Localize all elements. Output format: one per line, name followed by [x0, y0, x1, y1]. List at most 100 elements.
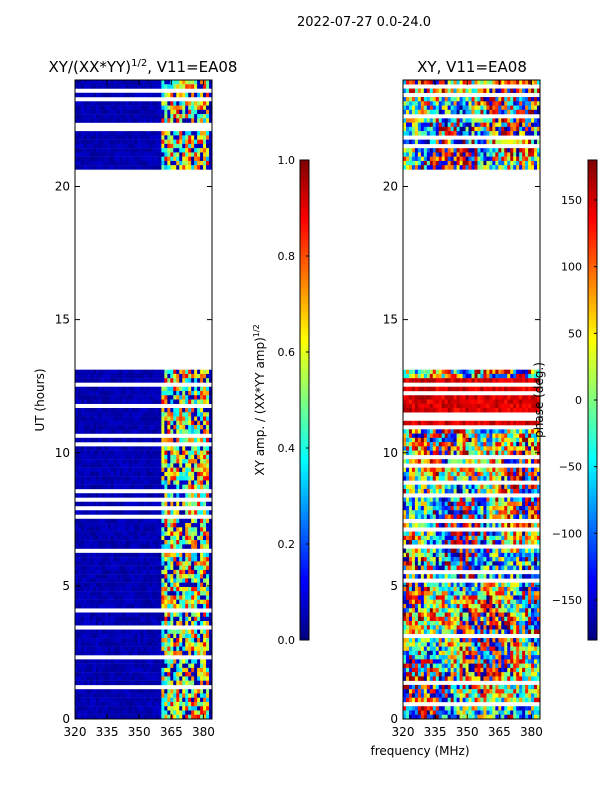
heatmap-cell — [206, 698, 209, 702]
heatmap-cell — [463, 97, 466, 101]
heatmap-cell — [492, 127, 495, 131]
heatmap-cell — [200, 463, 203, 467]
heatmap-cell — [152, 553, 155, 557]
colorbar-segment — [300, 212, 309, 216]
heatmap-cell — [158, 595, 161, 599]
heatmap-cell — [96, 710, 99, 714]
heatmap-cell — [144, 570, 147, 574]
heatmap-cell — [495, 131, 498, 135]
heatmap-cell — [152, 425, 155, 429]
heatmap-cell — [179, 140, 182, 144]
heatmap-cell — [406, 118, 409, 122]
heatmap-cell — [185, 664, 188, 668]
heatmap-cell — [164, 118, 167, 122]
heatmap-cell — [164, 374, 167, 378]
heatmap-cell — [185, 463, 188, 467]
heatmap-cell — [176, 165, 179, 169]
heatmap-cell — [486, 127, 489, 131]
heatmap-cell — [105, 561, 108, 565]
heatmap-cell — [108, 638, 111, 642]
heatmap-cell — [129, 417, 132, 421]
heatmap-cell — [123, 553, 126, 557]
heatmap-cell — [102, 532, 105, 536]
heatmap-cell — [421, 140, 424, 144]
heatmap-cell — [75, 617, 78, 621]
heatmap-cell — [138, 391, 141, 395]
heatmap-cell — [155, 634, 158, 638]
heatmap-cell — [522, 374, 525, 378]
heatmap-cell — [203, 634, 206, 638]
heatmap-cell — [117, 689, 120, 693]
heatmap-cell — [138, 613, 141, 617]
heatmap-cell — [448, 97, 451, 101]
heatmap-cell — [492, 106, 495, 110]
heatmap-cell — [90, 140, 93, 144]
heatmap-cell — [519, 101, 522, 105]
heatmap-cell — [448, 140, 451, 144]
heatmap-cell — [409, 97, 412, 101]
heatmap-cell — [111, 140, 114, 144]
heatmap-cell — [114, 523, 117, 527]
heatmap-cell — [451, 106, 454, 110]
heatmap-cell — [164, 642, 167, 646]
heatmap-cell — [179, 472, 182, 476]
heatmap-cell — [164, 165, 167, 169]
heatmap-cell — [182, 574, 185, 578]
heatmap-cell — [161, 472, 164, 476]
heatmap-cell — [200, 425, 203, 429]
heatmap-cell — [197, 651, 200, 655]
heatmap-cell — [135, 106, 138, 110]
heatmap-cell — [90, 553, 93, 557]
colorbar-segment — [300, 412, 309, 416]
heatmap-cell — [188, 600, 191, 604]
heatmap-cell — [99, 587, 102, 591]
heatmap-cell — [200, 591, 203, 595]
heatmap-cell — [200, 412, 203, 416]
heatmap-cell — [84, 706, 87, 710]
heatmap-cell — [179, 566, 182, 570]
heatmap-cell — [149, 693, 152, 697]
heatmap-cell — [102, 540, 105, 544]
heatmap-cell — [120, 544, 123, 548]
heatmap-cell — [146, 387, 149, 391]
heatmap-cell — [149, 425, 152, 429]
heatmap-cell — [93, 672, 96, 676]
heatmap-cell — [170, 408, 173, 412]
heatmap-cell — [99, 523, 102, 527]
heatmap-cell — [525, 97, 528, 101]
heatmap-cell — [135, 425, 138, 429]
heatmap-cell — [84, 523, 87, 527]
heatmap-cell — [170, 140, 173, 144]
heatmap-cell — [170, 613, 173, 617]
heatmap-cell — [114, 693, 117, 697]
heatmap-cell — [96, 702, 99, 706]
heatmap-cell — [158, 118, 161, 122]
heatmap-cell — [90, 583, 93, 587]
heatmap-cell — [144, 561, 147, 565]
heatmap-cell — [120, 664, 123, 668]
heatmap-cell — [152, 540, 155, 544]
colorbar-tick-label: 0.4 — [278, 442, 296, 455]
heatmap-cell — [176, 702, 179, 706]
heatmap-cell — [135, 583, 138, 587]
heatmap-cell — [102, 395, 105, 399]
heatmap-cell — [108, 412, 111, 416]
heatmap-cell — [146, 84, 149, 88]
heatmap-cell — [87, 387, 90, 391]
colorbar-segment — [300, 436, 309, 440]
heatmap-cell — [132, 561, 135, 565]
heatmap-cell — [135, 387, 138, 391]
heatmap-cell — [146, 583, 149, 587]
heatmap-cell — [135, 429, 138, 433]
heatmap-cell — [155, 519, 158, 523]
heatmap-cell — [102, 118, 105, 122]
heatmap-cell — [167, 395, 170, 399]
heatmap-cell — [197, 80, 200, 84]
heatmap-cell — [149, 378, 152, 382]
heatmap-cell — [179, 135, 182, 139]
heatmap-cell — [141, 412, 144, 416]
heatmap-cell — [197, 455, 200, 459]
heatmap-cell — [126, 604, 129, 608]
heatmap-cell — [170, 131, 173, 135]
heatmap-cell — [84, 118, 87, 122]
